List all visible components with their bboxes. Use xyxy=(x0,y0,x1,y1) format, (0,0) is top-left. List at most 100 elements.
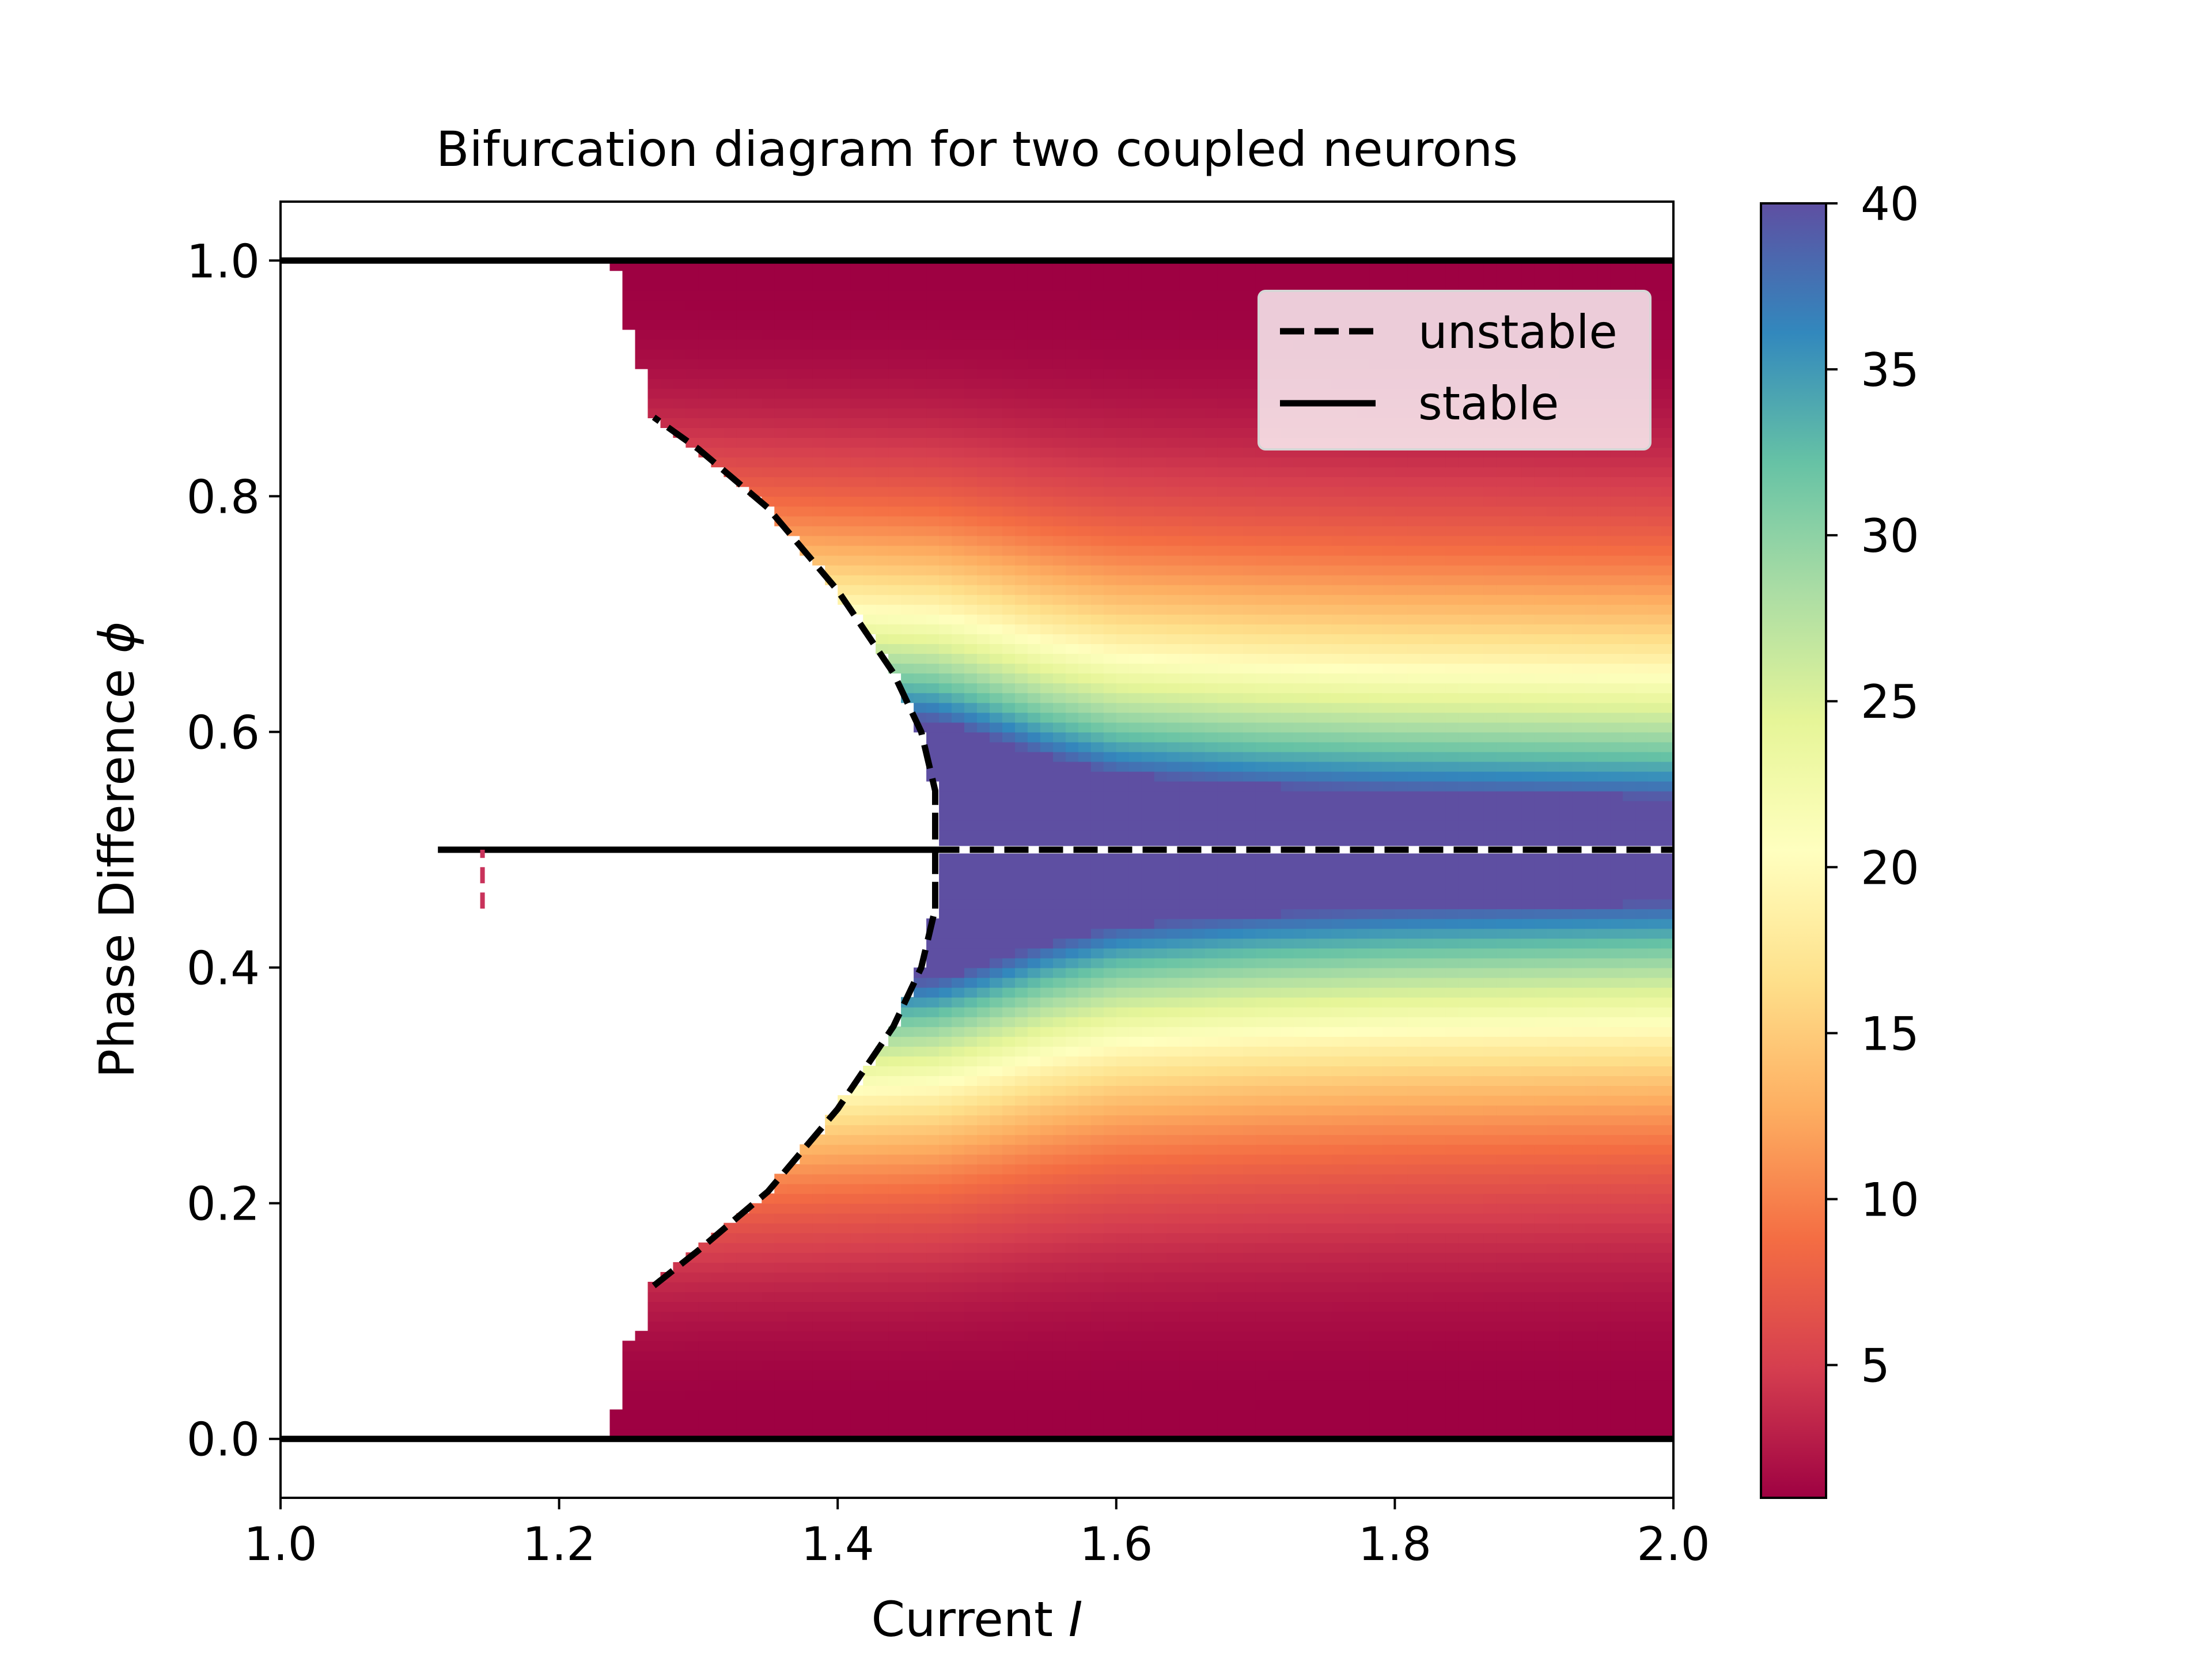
heatmap-cell xyxy=(1407,771,1421,782)
heatmap-cell xyxy=(1496,948,1510,959)
heatmap-cell xyxy=(1597,1115,1611,1126)
heatmap-cell xyxy=(901,1321,915,1332)
heatmap-cell xyxy=(647,1311,661,1322)
heatmap-cell xyxy=(1141,938,1155,949)
heatmap-cell xyxy=(1661,977,1673,988)
heatmap-cell xyxy=(1154,1419,1168,1430)
heatmap-cell xyxy=(1040,899,1054,910)
heatmap-cell xyxy=(1103,1232,1117,1243)
heatmap-cell xyxy=(1471,879,1484,890)
heatmap-cell xyxy=(1078,1272,1092,1282)
heatmap-cell xyxy=(1483,879,1497,890)
heatmap-cell xyxy=(1179,810,1193,821)
heatmap-cell xyxy=(1585,889,1599,900)
heatmap-cell xyxy=(1521,1252,1535,1263)
heatmap-cell xyxy=(1065,957,1079,968)
heatmap-cell xyxy=(1471,1370,1484,1381)
heatmap-cell xyxy=(1141,1222,1155,1233)
heatmap-cell xyxy=(1395,1036,1408,1047)
heatmap-cell xyxy=(1471,1341,1484,1351)
heatmap-cell xyxy=(1192,1252,1206,1263)
heatmap-cell xyxy=(1420,800,1434,811)
heatmap-cell xyxy=(1040,1046,1054,1057)
heatmap-cell xyxy=(685,1321,699,1332)
heatmap-cell xyxy=(990,1252,1003,1263)
heatmap-cell xyxy=(901,1016,915,1027)
heatmap-cell xyxy=(838,1183,851,1194)
heatmap-cell xyxy=(1141,957,1155,968)
heatmap-cell xyxy=(724,1419,737,1430)
heatmap-cell xyxy=(1255,1360,1269,1371)
heatmap-cell xyxy=(1559,1282,1573,1292)
heatmap-cell xyxy=(964,1222,978,1233)
heatmap-cell xyxy=(1027,997,1041,1008)
heatmap-cell xyxy=(1610,1321,1624,1332)
heatmap-cell xyxy=(1547,761,1560,772)
heatmap-cell xyxy=(825,1380,839,1391)
heatmap-cell xyxy=(1179,1016,1193,1027)
heatmap-cell xyxy=(736,1350,750,1361)
heatmap-cell xyxy=(1407,781,1421,792)
heatmap-cell xyxy=(800,1390,813,1400)
heatmap-cell xyxy=(1471,830,1484,841)
heatmap-cell xyxy=(977,810,990,821)
heatmap-cell xyxy=(800,1301,813,1312)
heatmap-cell xyxy=(1610,810,1624,821)
heatmap-cell xyxy=(1243,1076,1256,1086)
heatmap-cell xyxy=(1166,1046,1180,1057)
heatmap-cell xyxy=(1445,1213,1459,1224)
heatmap-cell xyxy=(1014,1046,1028,1057)
heatmap-cell xyxy=(1420,771,1434,782)
heatmap-cell xyxy=(901,1272,915,1282)
heatmap-cell xyxy=(736,1321,750,1332)
heatmap-cell xyxy=(1179,1125,1193,1135)
heatmap-cell xyxy=(1090,751,1104,762)
heatmap-cell xyxy=(964,1066,978,1076)
heatmap-cell xyxy=(939,1409,953,1420)
heatmap-cell xyxy=(1357,1085,1370,1096)
heatmap-cell xyxy=(977,820,990,831)
heatmap-cell xyxy=(1319,1173,1332,1184)
heatmap-cell xyxy=(1534,938,1548,949)
heatmap-cell xyxy=(1243,800,1256,811)
heatmap-cell xyxy=(1116,1360,1130,1371)
heatmap-cell xyxy=(1293,899,1307,910)
heatmap-cell xyxy=(1306,948,1320,959)
heatmap-cell xyxy=(939,820,953,831)
heatmap-cell xyxy=(990,1076,1003,1086)
heatmap-cell xyxy=(1154,1252,1168,1263)
heatmap-cell xyxy=(1559,899,1573,910)
heatmap-cell xyxy=(964,830,978,841)
heatmap-cell xyxy=(1496,1301,1510,1312)
heatmap-cell xyxy=(1014,1390,1028,1400)
heatmap-cell xyxy=(1243,957,1256,968)
heatmap-cell xyxy=(1534,1341,1548,1351)
heatmap-cell xyxy=(914,1399,927,1410)
heatmap-cell xyxy=(1116,957,1130,968)
heatmap-cell xyxy=(1141,1360,1155,1371)
heatmap-cell xyxy=(1547,1085,1560,1096)
heatmap-cell xyxy=(952,918,965,929)
heatmap-cell xyxy=(1255,1292,1269,1302)
heatmap-cell xyxy=(1192,987,1206,998)
heatmap-cell xyxy=(1293,1036,1307,1047)
heatmap-cell xyxy=(1128,1331,1142,1342)
heatmap-cell xyxy=(850,1173,864,1184)
heatmap-cell xyxy=(1369,997,1383,1008)
heatmap-cell xyxy=(1496,1409,1510,1420)
heatmap-cell xyxy=(1369,1026,1383,1037)
heatmap-cell xyxy=(1166,1419,1180,1430)
heatmap-cell xyxy=(749,1321,763,1332)
heatmap-cell xyxy=(1306,1134,1320,1145)
heatmap-cell xyxy=(1293,1282,1307,1292)
heatmap-cell xyxy=(1128,1125,1142,1135)
heatmap-cell xyxy=(1610,1066,1624,1076)
heatmap-cell xyxy=(825,1125,839,1135)
heatmap-cell xyxy=(1357,997,1370,1008)
heatmap-cell xyxy=(1027,1232,1041,1243)
heatmap-cell xyxy=(1331,712,1345,723)
heatmap-cell xyxy=(1090,830,1104,841)
heatmap-cell xyxy=(1205,830,1218,841)
heatmap-cell xyxy=(1166,1144,1180,1155)
heatmap-cell xyxy=(1205,1183,1218,1194)
